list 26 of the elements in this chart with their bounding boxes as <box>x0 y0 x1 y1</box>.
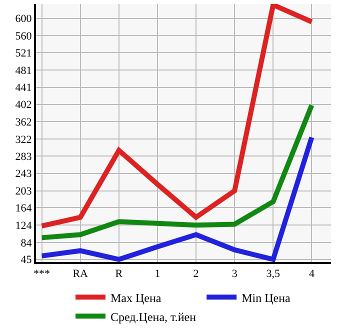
y-tick-label: 124 <box>15 220 32 232</box>
y-tick-label: 283 <box>15 150 32 163</box>
y-tick-label: 203 <box>15 186 32 198</box>
x-tick-label: 1 <box>154 268 160 280</box>
y-tick-label: 45 <box>20 254 32 266</box>
y-tick-label: 521 <box>15 48 32 60</box>
x-tick-label: RA <box>72 268 88 280</box>
y-tick-label: 164 <box>15 202 32 215</box>
x-tick-label: 4 <box>308 268 315 280</box>
legend-label: Сред.Цена, т.йен <box>110 310 197 324</box>
y-tick-label: 560 <box>15 30 32 43</box>
y-tick-label: 322 <box>15 134 32 146</box>
y-tick-label: 243 <box>15 168 32 180</box>
x-tick-label: R <box>115 268 124 280</box>
y-tick-label: 600 <box>15 13 32 26</box>
y-tick-label: 84 <box>20 237 32 250</box>
y-tick-label: 362 <box>15 116 32 129</box>
legend-label: Max Цена <box>110 290 162 305</box>
legend-label: Min Цена <box>242 290 292 305</box>
y-tick-label: 441 <box>15 82 32 94</box>
x-tick-label: *** <box>34 268 50 280</box>
y-tick-label: 481 <box>15 64 32 77</box>
x-tick-label: 3 <box>232 268 238 280</box>
x-tick-label: 2 <box>193 268 199 280</box>
x-tick-label: 3,5 <box>266 268 281 280</box>
y-tick-label: 402 <box>15 99 32 112</box>
